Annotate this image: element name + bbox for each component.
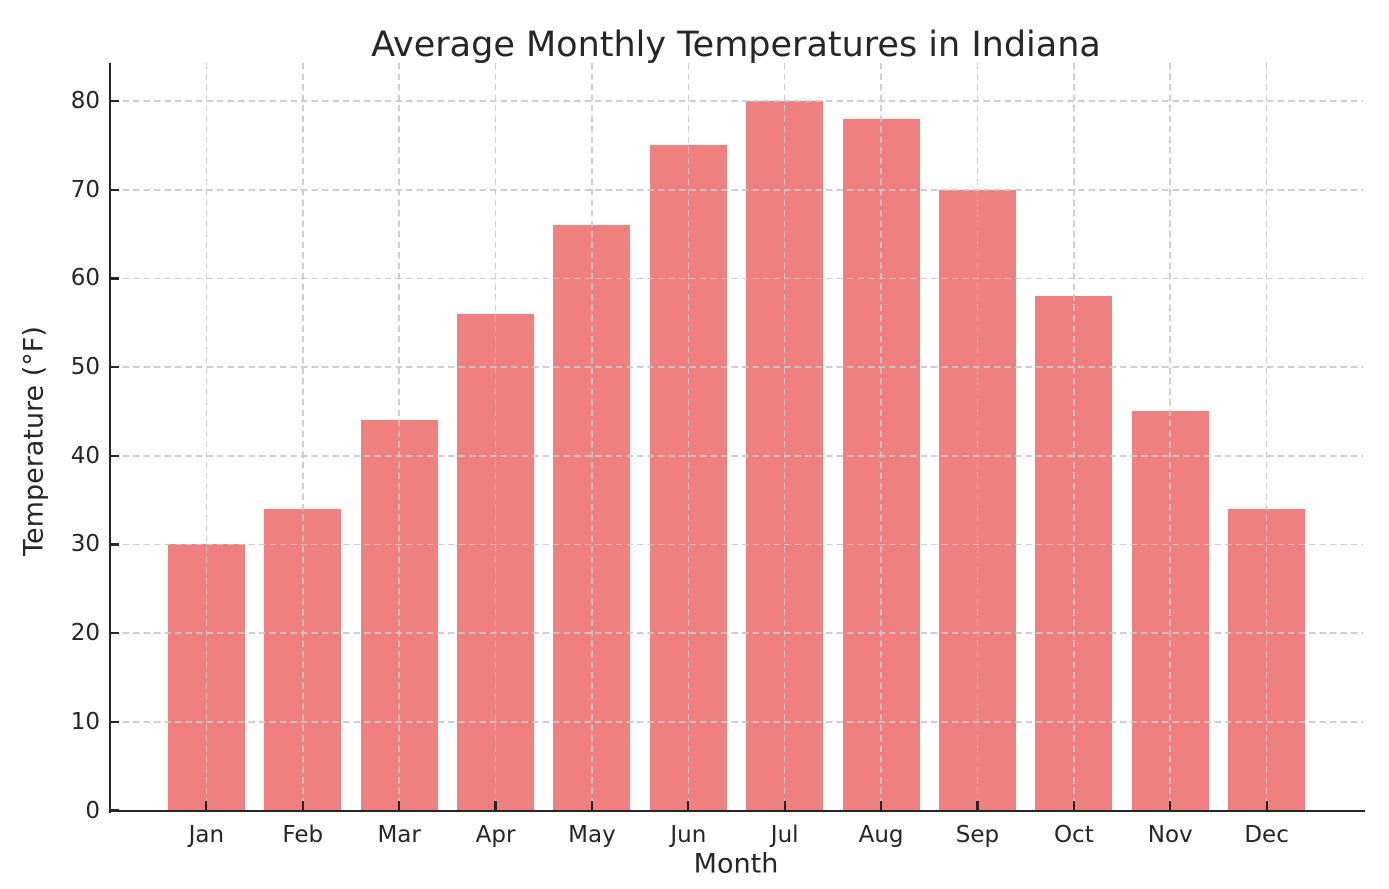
x-tick-label-sep: Sep xyxy=(955,821,1000,848)
y-tick-20 xyxy=(111,632,119,635)
x-tick-jul xyxy=(783,801,786,810)
y-tick-label-70: 70 xyxy=(70,176,100,203)
x-tick-may xyxy=(590,801,593,810)
x-tick-label-mar: Mar xyxy=(377,821,421,848)
x-tick-apr xyxy=(494,801,497,810)
x-tick-label-apr: Apr xyxy=(475,821,516,848)
y-tick-10 xyxy=(111,720,119,723)
y-tick-60 xyxy=(111,277,119,280)
x-tick-label-aug: Aug xyxy=(858,821,904,848)
y-tick-label-60: 60 xyxy=(70,265,100,292)
gridline-y-30 xyxy=(111,543,1363,546)
gridline-y-10 xyxy=(111,721,1363,723)
gridline-y-60 xyxy=(111,277,1363,280)
gridline-x-nov xyxy=(1169,63,1172,809)
gridline-x-jul xyxy=(783,63,786,809)
gridline-x-mar xyxy=(398,63,400,809)
x-tick-label-feb: Feb xyxy=(282,821,324,848)
y-tick-label-80: 80 xyxy=(70,88,100,115)
gridline-y-70 xyxy=(111,189,1363,191)
gridline-x-apr xyxy=(494,63,497,809)
x-tick-oct xyxy=(1072,801,1075,810)
y-tick-label-30: 30 xyxy=(70,531,100,558)
y-tick-label-40: 40 xyxy=(70,442,100,469)
x-tick-sep xyxy=(976,801,979,810)
y-tick-70 xyxy=(111,188,119,191)
gridline-y-50 xyxy=(111,366,1363,368)
y-tick-label-10: 10 xyxy=(70,708,100,735)
y-tick-50 xyxy=(111,366,119,369)
y-tick-80 xyxy=(111,100,119,103)
x-tick-dec xyxy=(1265,801,1268,810)
gridline-y-20 xyxy=(111,632,1363,634)
chart-title: Average Monthly Temperatures in Indiana xyxy=(371,25,1101,65)
y-tick-label-0: 0 xyxy=(85,797,100,824)
x-tick-label-jun: Jun xyxy=(670,821,707,848)
x-tick-label-dec: Dec xyxy=(1244,821,1289,848)
x-axis-spine xyxy=(108,809,1365,812)
x-tick-jun xyxy=(687,801,690,810)
x-tick-label-jul: Jul xyxy=(770,821,799,848)
y-tick-label-50: 50 xyxy=(70,354,100,381)
x-axis-label: Month xyxy=(693,848,779,880)
x-tick-mar xyxy=(398,801,401,810)
gridline-x-dec xyxy=(1265,63,1268,809)
y-tick-40 xyxy=(111,454,119,457)
x-tick-jan xyxy=(205,801,208,810)
gridline-x-oct xyxy=(1073,63,1075,809)
x-tick-label-nov: Nov xyxy=(1147,821,1193,848)
gridline-x-feb xyxy=(301,63,304,809)
x-tick-nov xyxy=(1169,801,1172,810)
x-tick-label-jan: Jan xyxy=(188,821,225,848)
gridline-x-sep xyxy=(976,63,979,809)
gridline-x-may xyxy=(591,63,593,809)
gridline-x-jan xyxy=(205,63,208,809)
x-tick-label-may: May xyxy=(568,821,616,848)
gridline-y-80 xyxy=(111,100,1363,102)
y-tick-30 xyxy=(111,543,119,546)
gridline-x-jun xyxy=(687,63,690,809)
y-tick-label-20: 20 xyxy=(70,620,100,647)
x-tick-label-oct: Oct xyxy=(1053,821,1094,848)
x-tick-feb xyxy=(301,801,304,810)
gridline-x-aug xyxy=(880,63,882,809)
gridline-y-40 xyxy=(111,455,1363,457)
y-axis-spine xyxy=(108,63,111,813)
x-tick-aug xyxy=(879,801,883,810)
